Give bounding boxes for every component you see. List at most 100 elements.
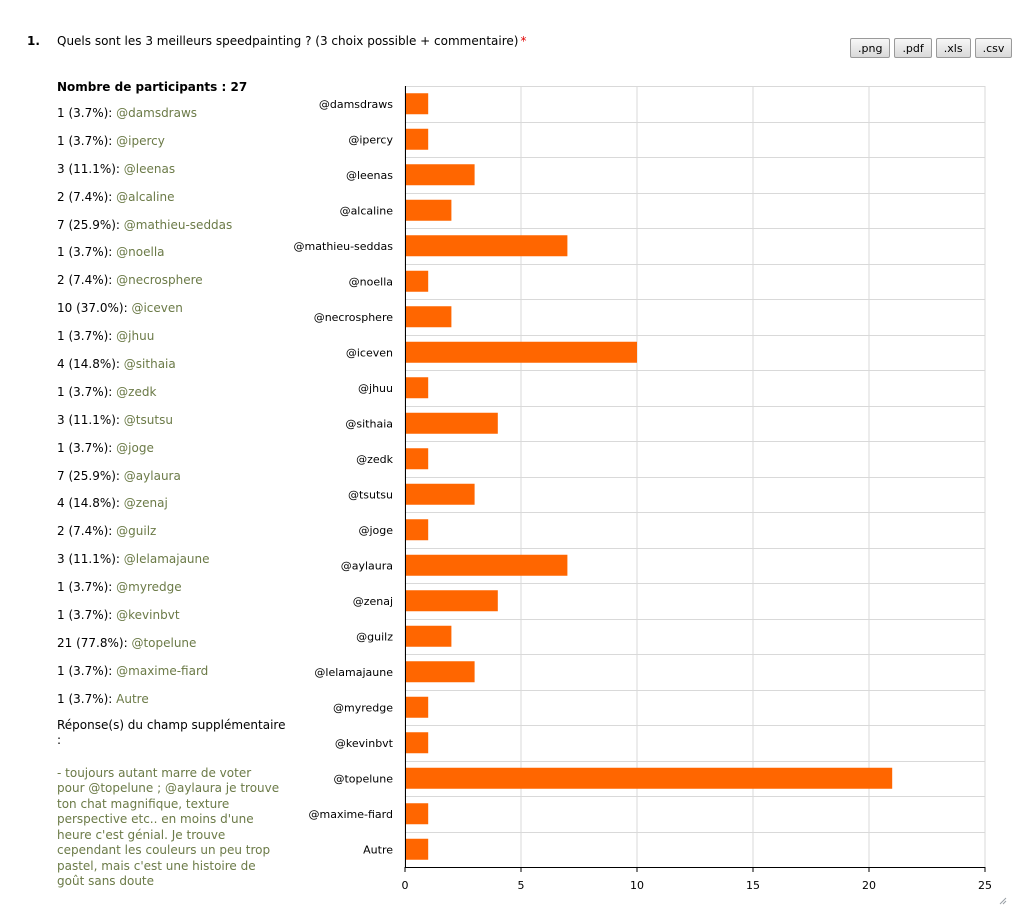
stat-label: @sithaia: [123, 357, 176, 372]
bar: [406, 128, 429, 150]
category-label: @guilz: [356, 630, 393, 643]
x-tick-label: 15: [746, 879, 760, 892]
bar: [406, 696, 429, 718]
stat-label: @aylaura: [123, 468, 181, 483]
category-label: @mathieu-seddas: [294, 240, 394, 253]
stat-count: 1 (3.7%):: [57, 106, 117, 120]
category-label: @ipercy: [348, 133, 393, 146]
stat-label: @topelune: [131, 635, 197, 650]
export-toolbar: .png .pdf .xls .csv: [850, 38, 1013, 58]
stat-label: @jhuu: [116, 329, 155, 344]
stat-count: 1 (3.7%):: [57, 245, 117, 260]
category-label: @zenaj: [353, 595, 393, 608]
category-label: @aylaura: [341, 559, 393, 572]
stat-count: 1 (3.7%):: [57, 384, 117, 399]
bar: [406, 767, 893, 789]
category-label: @tsutsu: [348, 488, 393, 501]
stat-label: @iceven: [131, 301, 183, 316]
stat-row: 1 (3.7%): @noella: [57, 243, 287, 271]
stat-count: 1 (3.7%):: [57, 663, 117, 678]
stat-label: @guilz: [116, 524, 157, 539]
x-tick-label: 20: [862, 879, 876, 892]
stat-label: @necrosphere: [116, 273, 203, 288]
stats-list: 1 (3.7%): @damsdraws 1 (3.7%): @ipercy 3 (…: [57, 104, 287, 718]
stat-row: 1 (3.7%): @joge: [57, 439, 287, 467]
stat-row: 1 (3.7%): @zedk: [57, 383, 287, 411]
stat-count: 7 (25.9%):: [57, 217, 124, 232]
participants-count: Nombre de participants : 27: [57, 80, 248, 94]
category-label: @topelune: [333, 772, 393, 785]
stat-count: 7 (25.9%):: [57, 468, 124, 483]
bar: [406, 377, 429, 399]
category-label: @lelamajaune: [314, 666, 393, 679]
bar: [406, 448, 429, 470]
stat-row: 2 (7.4%): @guilz: [57, 522, 287, 550]
stat-row: 1 (3.7%): @ipercy: [57, 132, 287, 160]
stat-label: @damsdraws: [116, 106, 198, 120]
stat-label: @lelamajaune: [123, 552, 210, 567]
bar: [406, 270, 429, 292]
stat-count: 4 (14.8%):: [57, 496, 124, 511]
bar: [406, 732, 429, 754]
stat-row: 1 (3.7%): @myredge: [57, 578, 287, 606]
bar: [406, 164, 475, 186]
x-tick-label: 10: [630, 879, 644, 892]
stat-row: 10 (37.0%): @iceven: [57, 299, 287, 327]
category-label: @leenas: [346, 169, 393, 182]
stat-row: 1 (3.7%): Autre: [57, 690, 287, 718]
stat-label: @zenaj: [123, 496, 168, 511]
stat-label: @ipercy: [116, 133, 165, 148]
export-pdf-button[interactable]: .pdf: [894, 38, 932, 58]
stat-count: 3 (11.1%):: [57, 161, 124, 176]
stat-row: 3 (11.1%): @lelamajaune: [57, 550, 287, 578]
stat-row: 7 (25.9%): @aylaura: [57, 467, 287, 495]
question-number: 1.: [27, 34, 40, 48]
stat-count: 3 (11.1%):: [57, 552, 124, 567]
category-label: @jhuu: [358, 382, 393, 395]
stat-row: 4 (14.8%): @zenaj: [57, 494, 287, 522]
bar: [406, 625, 452, 647]
stat-row: 1 (3.7%): @damsdraws: [57, 104, 287, 132]
stat-label: @mathieu-seddas: [123, 217, 233, 232]
category-label: @damsdraws: [319, 98, 393, 111]
category-label: @iceven: [346, 346, 393, 359]
stat-row: 1 (3.7%): @kevinbvt: [57, 606, 287, 634]
stat-label: @tsutsu: [123, 412, 173, 427]
bar: [406, 661, 475, 683]
stat-count: 2 (7.4%):: [57, 189, 117, 204]
category-label: @myredge: [333, 701, 393, 714]
bar: [406, 341, 637, 363]
stat-row: 2 (7.4%): @alcaline: [57, 188, 287, 216]
export-csv-button[interactable]: .csv: [974, 38, 1013, 58]
category-label: @necrosphere: [314, 311, 394, 324]
bar: [406, 803, 429, 825]
stat-row: 7 (25.9%): @mathieu-seddas: [57, 216, 287, 244]
category-label: @joge: [358, 524, 393, 537]
stat-count: 1 (3.7%):: [57, 608, 117, 623]
extra-field-text: - toujours autant marre de voter pour @t…: [57, 765, 280, 889]
stat-count: 1 (3.7%):: [57, 329, 117, 344]
category-label: Autre: [363, 843, 393, 856]
bar: [406, 306, 452, 328]
stat-count: 1 (3.7%):: [57, 691, 117, 706]
x-tick-label: 5: [518, 879, 525, 892]
stat-row: 3 (11.1%): @leenas: [57, 160, 287, 188]
stat-row: 1 (3.7%): @jhuu: [57, 327, 287, 355]
question-title-text: Quels sont les 3 meilleurs speedpainting…: [57, 34, 519, 48]
bar: [406, 93, 429, 115]
category-label: @zedk: [356, 453, 394, 466]
category-label: @sithaia: [345, 417, 393, 430]
category-label: @maxime-fiard: [309, 808, 393, 821]
export-xls-button[interactable]: .xls: [935, 38, 971, 58]
stat-label: Autre: [116, 691, 149, 706]
stat-row: 21 (77.8%): @topelune: [57, 634, 287, 662]
stat-count: 2 (7.4%):: [57, 524, 117, 539]
stat-label: @alcaline: [116, 189, 175, 204]
export-png-button[interactable]: .png: [850, 38, 891, 58]
stat-row: 2 (7.4%): @necrosphere: [57, 271, 287, 299]
bar: [406, 838, 429, 860]
bar: [406, 483, 475, 505]
stat-count: 21 (77.8%):: [57, 635, 132, 650]
stat-label: @leenas: [123, 161, 176, 176]
